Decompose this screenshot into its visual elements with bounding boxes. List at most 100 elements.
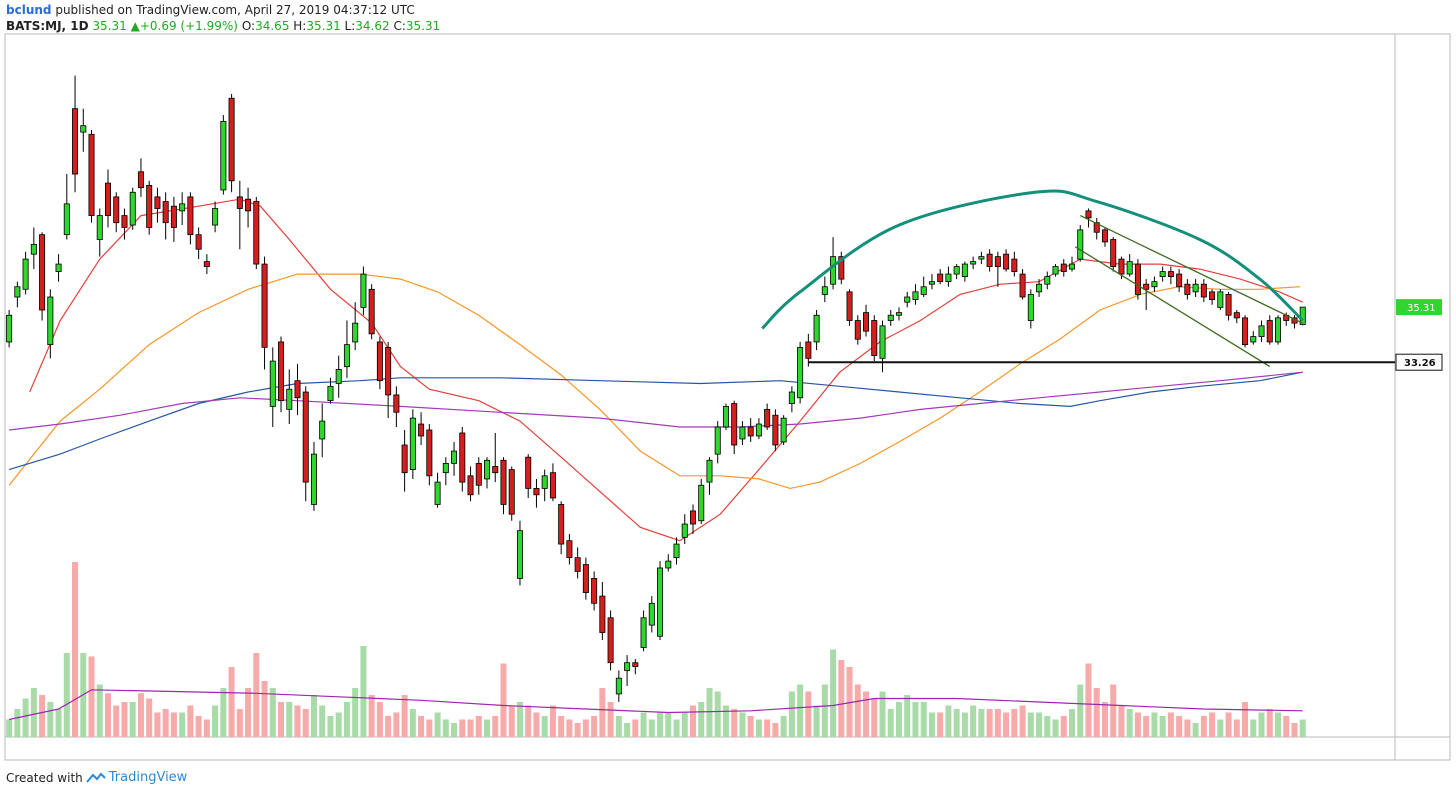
- volume-bar: [846, 667, 853, 737]
- candle-body: [179, 203, 186, 212]
- volume-bar: [1134, 712, 1141, 737]
- volume-bar: [1077, 684, 1084, 737]
- candle-body: [574, 557, 581, 572]
- candle-body: [195, 234, 202, 250]
- volume-bar: [755, 719, 762, 737]
- candles: [6, 75, 1306, 702]
- author[interactable]: bclund: [6, 3, 52, 17]
- candle-body: [1110, 239, 1117, 267]
- volume-bar: [475, 716, 482, 737]
- candle-body: [904, 296, 911, 303]
- volume-bar: [657, 712, 664, 737]
- candle-body: [1044, 276, 1051, 285]
- volume-bar: [566, 719, 573, 737]
- candle-body: [1250, 336, 1257, 343]
- candle-body: [558, 504, 565, 545]
- candle-body: [170, 205, 177, 228]
- volume-bar: [393, 712, 400, 737]
- volume-bar: [797, 684, 804, 737]
- volume-bar: [302, 709, 309, 737]
- volume-bar: [319, 705, 326, 737]
- candle-body: [1085, 210, 1092, 219]
- candle-body: [310, 453, 317, 505]
- candle-body: [879, 325, 886, 359]
- candle-body: [146, 184, 153, 228]
- volume-bar: [1299, 719, 1306, 737]
- candle-body: [368, 288, 375, 335]
- volume-bar: [591, 716, 598, 737]
- arc: [761, 189, 1304, 330]
- volume-bar: [96, 684, 103, 737]
- candle-body: [731, 403, 738, 446]
- footer: Created with TradingView: [6, 770, 187, 785]
- candle-body: [47, 296, 54, 346]
- volume-bar: [1184, 719, 1191, 737]
- candle-body: [780, 417, 787, 443]
- volume-bar: [418, 716, 425, 737]
- ohlc-label: H:: [293, 19, 307, 33]
- candle-body: [871, 320, 878, 356]
- volume-bar: [1242, 702, 1249, 737]
- volume-bar: [1274, 712, 1281, 737]
- candle-body: [121, 215, 128, 228]
- candle-body: [137, 171, 144, 189]
- volume-ma: [8, 689, 1303, 721]
- candle-body: [525, 456, 532, 489]
- volume-bar: [986, 709, 993, 737]
- candle-body: [805, 341, 812, 359]
- candle-body: [912, 291, 919, 300]
- candle-body: [722, 406, 729, 428]
- candle-body: [945, 273, 952, 283]
- candle-body: [1242, 317, 1249, 346]
- volume-bar: [30, 688, 37, 737]
- ohlc: O:34.65 H:35.31 L:34.62 C:35.31: [242, 19, 440, 33]
- candle-body: [953, 266, 960, 275]
- footer-brand[interactable]: TradingView: [108, 770, 188, 785]
- volume-bar: [203, 719, 210, 737]
- candle-body: [228, 97, 235, 182]
- candle-body: [22, 258, 29, 290]
- candle-body: [129, 191, 136, 226]
- candle-body: [657, 567, 664, 637]
- volume-bar: [294, 705, 301, 737]
- volume-bar: [368, 695, 375, 737]
- volume-bar: [772, 723, 779, 737]
- volume-bar: [146, 698, 153, 737]
- volume-bar: [722, 705, 729, 737]
- published: published on TradingView.com, April 27, …: [55, 3, 415, 17]
- volume-bar: [541, 716, 548, 737]
- candle-body: [203, 261, 210, 267]
- candle-body: [96, 215, 103, 240]
- candle-body: [418, 423, 425, 437]
- candle-body: [1274, 317, 1281, 343]
- candle-body: [1151, 281, 1158, 288]
- candle-body: [14, 286, 21, 298]
- candle-body: [294, 380, 301, 399]
- price-tag-label: 33.26: [1404, 358, 1436, 369]
- ohlc-label: L:: [344, 19, 356, 33]
- volume-bar: [137, 693, 144, 737]
- candle-body: [343, 344, 350, 368]
- volume-bar: [689, 705, 696, 737]
- volume-bar: [640, 712, 647, 737]
- candle-body: [1101, 229, 1108, 243]
- candle-body: [475, 462, 482, 486]
- volume-bar: [549, 705, 556, 737]
- footer-text: Created with: [6, 770, 83, 785]
- candle-body: [582, 564, 589, 593]
- candle-body: [813, 314, 820, 343]
- candle-body: [1233, 312, 1240, 319]
- volume-bar: [154, 712, 161, 737]
- candle-body: [319, 420, 326, 440]
- volume-bar: [253, 653, 260, 737]
- volume-bar: [1110, 684, 1117, 737]
- candle-body: [1126, 261, 1133, 275]
- volume-bar: [113, 705, 120, 737]
- candle-body: [764, 408, 771, 428]
- volume-bar: [533, 712, 540, 737]
- volume-bar: [928, 712, 935, 737]
- volume-bar: [1052, 719, 1059, 737]
- candle-body: [854, 320, 861, 340]
- publish-line: bclund published on TradingView.com, Apr…: [6, 3, 415, 17]
